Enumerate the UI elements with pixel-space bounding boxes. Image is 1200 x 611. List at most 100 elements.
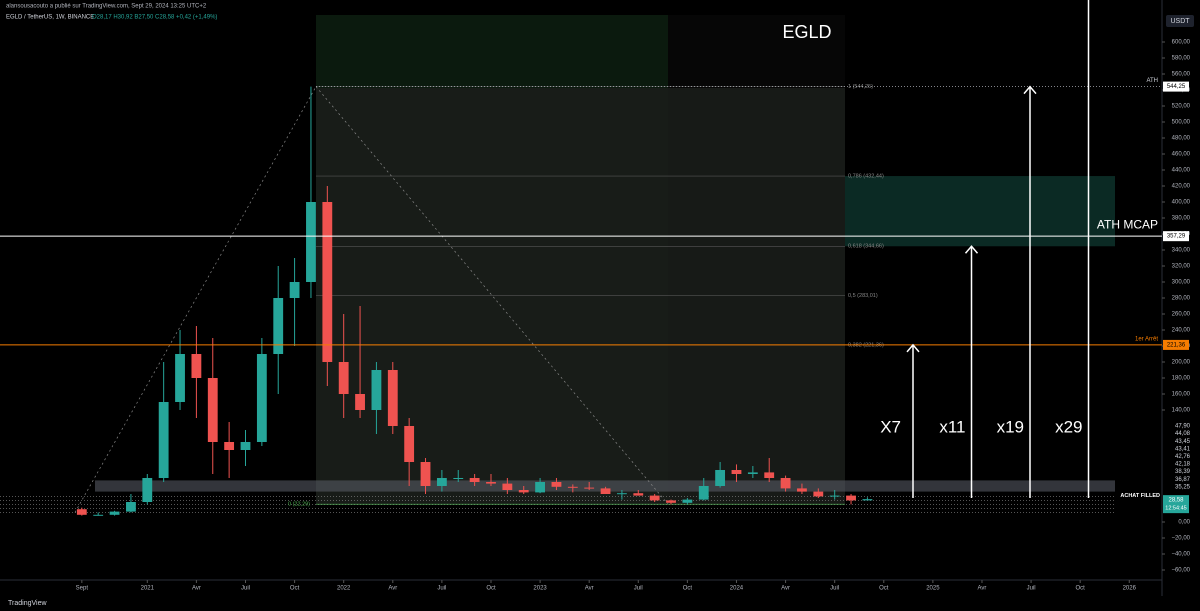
candle-body	[93, 514, 104, 516]
y-tick-label: 300,00	[1172, 280, 1191, 286]
candle-body	[338, 362, 349, 394]
candle-body	[207, 378, 218, 442]
y-tick-label: 480,00	[1172, 136, 1191, 142]
x-tick-label: Juil	[1027, 586, 1036, 592]
candle-body	[813, 491, 824, 497]
candle-body	[617, 493, 627, 495]
price-tag-label: 28,58	[1168, 498, 1184, 504]
target-label: x11	[939, 417, 965, 436]
y-tick-label: 600,00	[1172, 40, 1191, 46]
target-label: x29	[1055, 417, 1082, 436]
target-label: X7	[880, 417, 901, 436]
x-tick-label: Juil	[634, 586, 643, 592]
x-tick-label: Oct	[1075, 586, 1085, 592]
y-tick-label: −60,00	[1171, 568, 1190, 574]
price-tag-label: 221,36	[1167, 342, 1186, 348]
candle-body	[584, 487, 595, 489]
candle-body	[551, 482, 562, 487]
currency-tag	[1166, 15, 1194, 27]
candle-body	[322, 202, 333, 362]
price-tag	[1163, 495, 1189, 514]
candle-body	[109, 511, 120, 515]
candle-body	[731, 470, 742, 474]
candle-body	[306, 202, 316, 282]
fib-label: 1 (544,25)	[848, 84, 873, 90]
y-tick-label: 580,00	[1172, 56, 1191, 62]
y-tick-label: 180,00	[1172, 376, 1191, 382]
trend-line	[74, 86, 317, 513]
candle-body	[518, 490, 529, 493]
y-tick-label: 420,00	[1172, 184, 1191, 190]
candle-body	[387, 370, 398, 426]
x-tick-label: 2023	[533, 586, 547, 592]
fib-label: 0,5 (283,01)	[848, 293, 878, 299]
candle-body	[175, 354, 185, 402]
candle-body	[797, 488, 807, 492]
arrow-head	[964, 245, 979, 254]
price-tag-label: 357,29	[1167, 234, 1186, 240]
candle-body	[698, 486, 709, 500]
y-tick-label: 0,00	[1178, 520, 1190, 526]
x-tick-label: Oct	[290, 586, 300, 592]
trend-line	[315, 86, 669, 505]
candle-body	[780, 478, 791, 489]
y-tick-label: 160,00	[1172, 392, 1191, 398]
y-tick-label: 140,00	[1172, 408, 1191, 414]
side-label: 47,90	[1175, 424, 1191, 430]
candle-body	[600, 488, 611, 494]
price-tag	[1163, 81, 1189, 92]
candle-body	[747, 472, 758, 474]
candle-body	[829, 495, 840, 497]
fib-label: 0,618 (344,66)	[848, 244, 884, 250]
y-tick-label: −40,00	[1171, 552, 1190, 558]
x-tick-label: 2021	[141, 586, 155, 592]
fib-label: 0 (22,29)	[288, 502, 310, 508]
y-tick-label: 560,00	[1172, 72, 1191, 78]
candle-body	[76, 509, 87, 515]
candle-body	[224, 442, 235, 450]
chart-title: EGLD	[782, 22, 831, 42]
y-tick-label: 520,00	[1172, 104, 1191, 110]
candle-body	[240, 442, 251, 450]
target-label: x19	[997, 417, 1024, 436]
level-text: ATH MCAP	[1097, 217, 1158, 231]
level-text: ATH	[1146, 78, 1158, 84]
candle-body	[273, 298, 284, 354]
candle-body	[453, 478, 464, 479]
candle-body	[633, 493, 644, 496]
candle-body	[469, 478, 480, 482]
candle-body	[289, 282, 300, 298]
candle-body	[862, 499, 873, 501]
fib-label: 0,786 (432,44)	[848, 174, 884, 180]
candle-body	[846, 495, 856, 501]
candle-body	[404, 426, 415, 462]
x-tick-label: Avr	[192, 586, 201, 592]
candle-body	[126, 502, 136, 512]
x-tick-label: Oct	[683, 586, 693, 592]
arrow-head	[906, 343, 920, 353]
y-tick-label: 200,00	[1172, 360, 1191, 366]
side-label: 42,76	[1175, 454, 1191, 460]
candle-body	[191, 354, 202, 378]
x-tick-label: Avr	[388, 586, 397, 592]
ohlc: O28,17 H30,92 B27,50 C28,58 +0,42 (+1,49…	[92, 15, 217, 21]
y-tick-label: 380,00	[1172, 216, 1191, 222]
currency: USDT	[1170, 18, 1190, 25]
target-zone	[845, 176, 1115, 247]
x-tick-label: 2026	[1123, 586, 1137, 592]
y-tick-label: 260,00	[1172, 312, 1191, 318]
candle-body	[715, 470, 726, 486]
x-tick-label: Oct	[879, 586, 889, 592]
candle-body	[666, 500, 676, 503]
y-tick-label: 400,00	[1172, 200, 1191, 206]
side-label: 36,87	[1175, 477, 1191, 483]
candle-body	[436, 478, 447, 486]
side-label: 44,08	[1175, 431, 1191, 437]
x-tick-label: 2022	[337, 586, 351, 592]
x-tick-label: 2024	[730, 586, 744, 592]
countdown: 12:54:45	[1165, 506, 1186, 512]
y-tick-label: −20,00	[1171, 536, 1190, 542]
x-tick-label: Juil	[830, 586, 839, 592]
y-tick-label: 280,00	[1172, 296, 1191, 302]
